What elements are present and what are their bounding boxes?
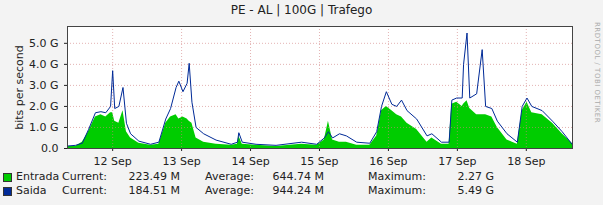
- html-text:223.49 M: 223.49 M: [128, 170, 180, 183]
- svg-text:0.0: 0.0: [41, 142, 59, 155]
- html-text:644.74 M: 644.74 M: [272, 170, 324, 183]
- svg-text:4.0 G: 4.0 G: [29, 58, 59, 71]
- html-text:Current:: Current:: [62, 184, 107, 197]
- html-text:Maximum:: Maximum:: [368, 170, 426, 183]
- svg-text:3.0 G: 3.0 G: [29, 79, 59, 92]
- svg-text:17 Sep: 17 Sep: [438, 155, 476, 168]
- html-text:PE - AL | 100G | Trafego: PE - AL | 100G | Trafego: [230, 3, 373, 17]
- html-text:2.27 G: 2.27 G: [457, 170, 494, 183]
- svg-text:2.0 G: 2.0 G: [29, 100, 59, 113]
- html-text:Entrada Current:: Entrada Current:: [16, 170, 107, 183]
- html-text:Average:: Average:: [205, 184, 254, 197]
- html-text:Saida: Saida: [16, 184, 47, 197]
- svg-text:18 Sep: 18 Sep: [507, 155, 545, 168]
- svg-text:12 Sep: 12 Sep: [94, 155, 132, 168]
- svg-text:14 Sep: 14 Sep: [231, 155, 269, 168]
- html-text:Maximum:: Maximum:: [368, 184, 426, 197]
- svg-text:16 Sep: 16 Sep: [369, 155, 407, 168]
- svg-text:1.0 G: 1.0 G: [29, 121, 59, 134]
- html-text:944.24 M: 944.24 M: [272, 184, 324, 197]
- html-text:184.51 M: 184.51 M: [128, 184, 180, 197]
- svg-text:15 Sep: 15 Sep: [300, 155, 338, 168]
- html-text:5.49 G: 5.49 G: [457, 184, 494, 197]
- html-text:Average:: Average:: [205, 170, 254, 183]
- svg-text:13 Sep: 13 Sep: [162, 155, 200, 168]
- svg-text:bits per second: bits per second: [13, 45, 26, 130]
- html-text:RRDTOOL / TOBI OETIKER: RRDTOOL / TOBI OETIKER: [593, 22, 601, 124]
- svg-text:5.0 G: 5.0 G: [29, 37, 59, 50]
